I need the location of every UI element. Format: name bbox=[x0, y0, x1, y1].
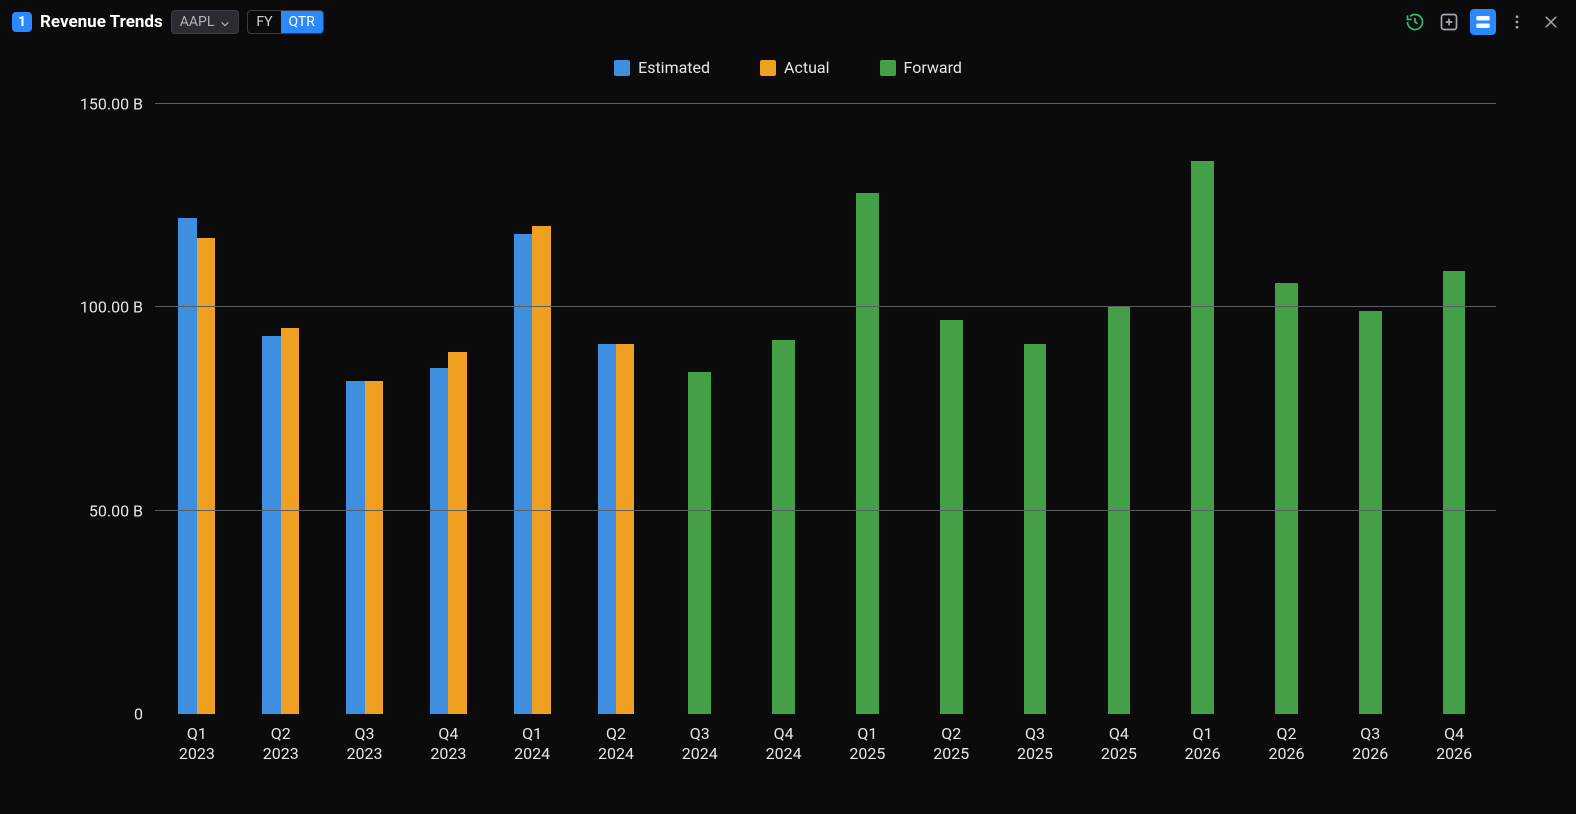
gridline bbox=[155, 306, 1496, 307]
period-toggle: FY QTR bbox=[247, 10, 323, 34]
close-icon[interactable] bbox=[1538, 9, 1564, 35]
toolbar: 1 Revenue Trends AAPL FY QTR bbox=[0, 0, 1576, 44]
legend-estimated[interactable]: Estimated bbox=[614, 58, 710, 77]
ticker-select[interactable]: AAPL bbox=[171, 10, 240, 34]
legend-forward-label: Forward bbox=[904, 58, 962, 77]
bar-forward[interactable] bbox=[1275, 283, 1298, 714]
bars-layer bbox=[155, 104, 1496, 714]
x-axis-labels: Q12023 Q22023 Q32023 Q42023 Q12024 Q22024 Q320… bbox=[155, 724, 1496, 774]
chart-area: Estimated Actual Forward Q12023 Q22023 Q32… bbox=[0, 44, 1576, 814]
gridline bbox=[155, 103, 1496, 104]
y-axis-tick-label: 100.00 B bbox=[80, 298, 143, 317]
x-axis-tick-label: Q32026 bbox=[1352, 724, 1388, 764]
bar-estimated[interactable] bbox=[598, 344, 616, 714]
legend-forward[interactable]: Forward bbox=[880, 58, 962, 77]
swatch-actual bbox=[760, 60, 776, 76]
x-axis-tick-label: Q32023 bbox=[347, 724, 383, 764]
bar-forward[interactable] bbox=[1359, 311, 1382, 714]
bar-forward[interactable] bbox=[1443, 271, 1466, 714]
bar-actual[interactable] bbox=[448, 352, 466, 714]
bar-forward[interactable] bbox=[940, 320, 963, 714]
bar-forward[interactable] bbox=[688, 372, 711, 714]
panel-title: Revenue Trends bbox=[40, 12, 163, 32]
legend-actual-label: Actual bbox=[784, 58, 829, 77]
more-icon[interactable] bbox=[1504, 9, 1530, 35]
x-axis-tick-label: Q12023 bbox=[179, 724, 215, 764]
bar-actual[interactable] bbox=[532, 226, 550, 714]
bar-estimated[interactable] bbox=[262, 336, 280, 714]
bar-forward[interactable] bbox=[856, 193, 879, 714]
x-axis-tick-label: Q12025 bbox=[849, 724, 885, 764]
bar-estimated[interactable] bbox=[178, 218, 196, 714]
history-icon[interactable] bbox=[1402, 9, 1428, 35]
period-fy-button[interactable]: FY bbox=[248, 11, 280, 33]
x-axis-tick-label: Q42023 bbox=[430, 724, 466, 764]
plot-region: Q12023Q22023Q32023Q42023Q12024Q22024Q320… bbox=[155, 104, 1496, 714]
x-axis-tick-label: Q42026 bbox=[1436, 724, 1472, 764]
bar-estimated[interactable] bbox=[346, 381, 364, 714]
bar-forward[interactable] bbox=[1024, 344, 1047, 714]
x-axis-tick-label: Q22026 bbox=[1268, 724, 1304, 764]
y-axis-tick-label: 150.00 B bbox=[80, 95, 143, 114]
y-axis-tick-label: 0 bbox=[134, 705, 143, 724]
x-axis-tick-label: Q42025 bbox=[1101, 724, 1137, 764]
x-axis-tick-label: Q32025 bbox=[1017, 724, 1053, 764]
bar-actual[interactable] bbox=[365, 381, 383, 714]
bar-actual[interactable] bbox=[616, 344, 634, 714]
bar-actual[interactable] bbox=[197, 238, 215, 714]
legend-actual[interactable]: Actual bbox=[760, 58, 829, 77]
x-axis-tick-label: Q22024 bbox=[598, 724, 634, 764]
x-axis-tick-label: Q12024 bbox=[514, 724, 550, 764]
add-panel-icon[interactable] bbox=[1436, 9, 1462, 35]
period-qtr-button[interactable]: QTR bbox=[281, 11, 323, 33]
bar-forward[interactable] bbox=[1108, 307, 1131, 714]
chevron-down-icon bbox=[220, 17, 230, 27]
layout-icon[interactable] bbox=[1470, 9, 1496, 35]
y-axis-tick-label: 50.00 B bbox=[89, 501, 143, 520]
swatch-estimated bbox=[614, 60, 630, 76]
swatch-forward bbox=[880, 60, 896, 76]
x-axis-tick-label: Q22023 bbox=[263, 724, 299, 764]
legend: Estimated Actual Forward bbox=[0, 58, 1576, 77]
bar-actual[interactable] bbox=[281, 328, 299, 714]
x-axis-tick-label: Q12026 bbox=[1185, 724, 1221, 764]
panel-index-badge: 1 bbox=[12, 12, 32, 32]
bar-forward[interactable] bbox=[772, 340, 795, 714]
x-axis-tick-label: Q32024 bbox=[682, 724, 718, 764]
ticker-select-label: AAPL bbox=[180, 14, 215, 30]
x-axis-tick-label: Q42024 bbox=[766, 724, 802, 764]
bar-estimated[interactable] bbox=[430, 368, 448, 714]
gridline bbox=[155, 510, 1496, 511]
x-axis-tick-label: Q22025 bbox=[933, 724, 969, 764]
bar-forward[interactable] bbox=[1191, 161, 1214, 714]
legend-estimated-label: Estimated bbox=[638, 58, 710, 77]
